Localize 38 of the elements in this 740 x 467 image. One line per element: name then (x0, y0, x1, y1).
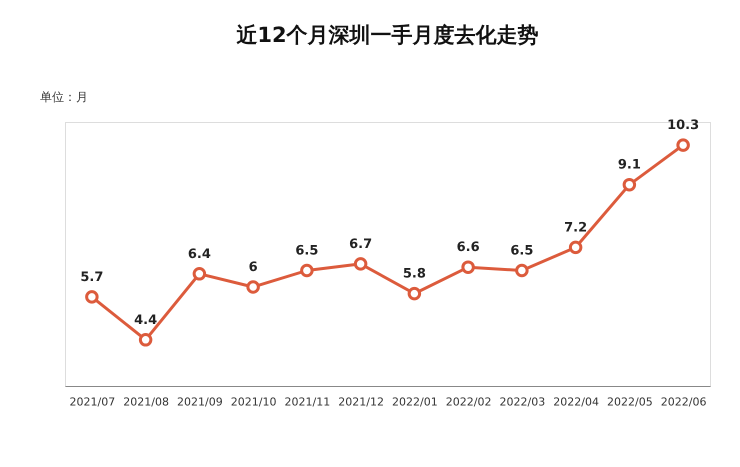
data-label: 7.2 (564, 220, 588, 236)
x-tick-label: 2022/01 (392, 396, 438, 408)
point (85, 290, 99, 304)
point (354, 257, 368, 271)
point (515, 264, 529, 278)
point (300, 264, 314, 278)
text: 单位：月 (40, 90, 88, 104)
x-tick-label: 2021/09 (177, 396, 223, 408)
data-label: 4.4 (134, 312, 158, 328)
data-label: 10.3 (667, 118, 700, 134)
data-label: 6.5 (510, 244, 534, 258)
point (246, 280, 260, 294)
point (138, 333, 152, 347)
x-tick-label: 2022/06 (660, 396, 706, 408)
point (408, 286, 422, 300)
x-tick-label: 2021/11 (284, 396, 330, 408)
point (461, 260, 475, 274)
x-tick-label: 2022/02 (446, 396, 492, 408)
x-tick-label: 2021/07 (70, 396, 116, 408)
x-tick-label: 2022/03 (500, 396, 546, 408)
data-label: 6.6 (456, 240, 480, 256)
point (568, 240, 582, 254)
data-label: 5.8 (402, 266, 426, 282)
chart-title: 近12个月深圳一手月度去化走势 (235, 23, 539, 47)
data-label: 6.4 (188, 246, 211, 262)
x-tick-label: 2022/04 (553, 396, 599, 408)
point (192, 267, 206, 281)
data-label: 6 (248, 260, 258, 275)
data-label: 9.1 (618, 158, 641, 173)
data-label: 5.7 (80, 270, 104, 285)
x-tick-label: 2021/10 (230, 396, 276, 408)
x-tick-label: 2021/12 (338, 396, 384, 408)
point (622, 178, 636, 192)
data-label: 6.5 (295, 244, 318, 258)
x-tick-label: 2021/08 (123, 396, 169, 408)
point (676, 138, 690, 152)
data-label: 6.7 (349, 236, 372, 252)
x-tick-label: 2022/05 (607, 396, 653, 408)
